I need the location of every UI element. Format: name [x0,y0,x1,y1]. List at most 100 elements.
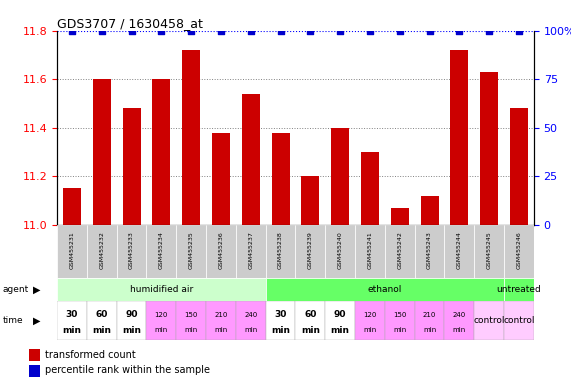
Bar [87,225,116,278]
Point [97,28,106,34]
Text: 150: 150 [393,312,407,318]
Text: transformed count: transformed count [45,350,136,360]
Point [514,28,524,34]
Bar [355,225,385,278]
Text: GSM455239: GSM455239 [308,231,313,269]
Text: GSM455246: GSM455246 [517,231,521,269]
Text: min: min [214,327,228,333]
Text: GSM455237: GSM455237 [248,231,254,269]
Point [336,28,345,34]
Point [425,28,434,34]
Text: GSM455244: GSM455244 [457,231,462,269]
Text: 30: 30 [275,310,287,319]
Point [187,28,196,34]
Point [246,28,255,34]
Text: 120: 120 [363,312,377,318]
Point [306,28,315,34]
Text: 210: 210 [423,312,436,318]
Bar [415,225,444,278]
Point [455,28,464,34]
Text: GSM455233: GSM455233 [129,231,134,269]
Text: min: min [363,327,377,333]
Bar [444,301,475,340]
Text: GSM455238: GSM455238 [278,231,283,269]
Text: min: min [331,326,349,335]
Bar [444,225,475,278]
Bar [504,225,534,278]
Text: 30: 30 [66,310,78,319]
Text: time: time [3,316,23,325]
Bar [147,301,176,340]
Bar [176,301,206,340]
Bar [29,349,40,361]
Point [485,28,494,34]
Bar [57,301,87,340]
Text: GSM455235: GSM455235 [188,231,194,269]
Bar [415,301,444,340]
Text: min: min [453,327,466,333]
Bar [510,108,528,225]
Bar [236,225,266,278]
Point [67,28,77,34]
Text: humidified air: humidified air [130,285,193,295]
Text: min: min [423,327,436,333]
Bar [296,225,325,278]
Text: ▶: ▶ [33,285,41,295]
Point [365,28,375,34]
Point [157,28,166,34]
Bar [182,50,200,225]
Text: 240: 240 [244,312,258,318]
Bar [475,301,504,340]
Text: min: min [93,326,111,335]
Text: 60: 60 [95,310,108,319]
Point [395,28,404,34]
Bar [385,225,415,278]
Bar [504,301,534,340]
Bar [301,176,319,225]
Text: untreated: untreated [497,285,541,295]
Text: GSM455245: GSM455245 [486,231,492,269]
Text: percentile rank within the sample: percentile rank within the sample [45,366,210,376]
Text: control: control [473,316,505,325]
Text: 240: 240 [453,312,466,318]
Bar [272,132,289,225]
Bar [451,50,468,225]
Bar [325,301,355,340]
Bar [57,278,266,301]
Point [276,28,285,34]
Text: 210: 210 [214,312,228,318]
Bar [391,208,409,225]
Text: min: min [184,327,198,333]
Bar [266,278,504,301]
Bar [475,225,504,278]
Bar [176,225,206,278]
Bar [504,278,534,301]
Bar [116,225,147,278]
Bar [236,301,266,340]
Text: min: min [271,326,290,335]
Text: GSM455243: GSM455243 [427,231,432,269]
Point [216,28,226,34]
Text: GSM455231: GSM455231 [70,231,74,269]
Text: min: min [122,326,141,335]
Bar [361,152,379,225]
Text: 60: 60 [304,310,316,319]
Text: GSM455234: GSM455234 [159,231,164,269]
Text: ethanol: ethanol [368,285,402,295]
Bar [331,127,349,225]
Text: min: min [301,326,320,335]
Bar [29,365,40,377]
Text: 120: 120 [155,312,168,318]
Bar [57,225,87,278]
Text: GSM455240: GSM455240 [337,231,343,269]
Bar [206,301,236,340]
Text: min: min [393,327,407,333]
Bar [87,301,116,340]
Bar [206,225,236,278]
Bar [93,79,111,225]
Bar [266,225,296,278]
Bar [242,94,260,225]
Bar [355,301,385,340]
Text: ▶: ▶ [33,316,41,326]
Bar [116,301,147,340]
